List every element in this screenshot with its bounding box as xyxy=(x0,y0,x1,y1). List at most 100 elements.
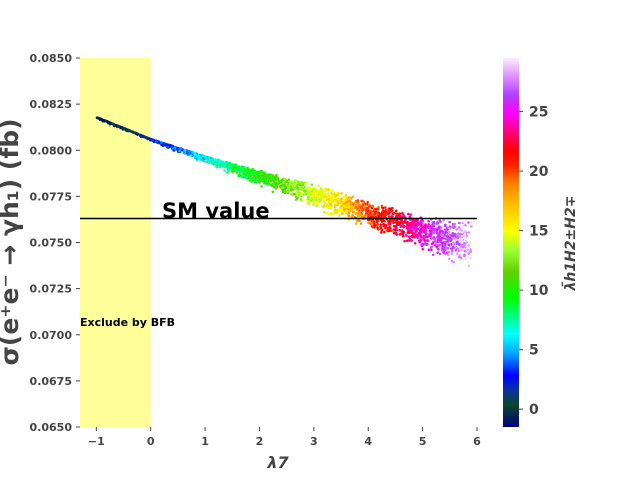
data-point xyxy=(451,249,454,252)
data-point xyxy=(388,220,392,223)
data-point xyxy=(359,222,363,225)
data-point xyxy=(380,218,383,222)
data-point xyxy=(434,240,438,244)
data-point xyxy=(351,203,355,206)
x-tick-label: 2 xyxy=(256,435,264,448)
y-tick-label: 0.0850 xyxy=(30,52,73,65)
data-point xyxy=(226,171,229,174)
colorbar-label: λ̄h1H2±H2∓ xyxy=(560,196,579,292)
data-point xyxy=(247,168,251,172)
data-point xyxy=(423,240,427,243)
data-point xyxy=(417,231,421,235)
data-point xyxy=(378,218,381,222)
data-point xyxy=(299,198,303,201)
data-point xyxy=(409,226,413,229)
data-point xyxy=(443,245,447,249)
data-point xyxy=(373,212,377,215)
data-point xyxy=(380,204,384,208)
data-point xyxy=(295,180,298,183)
data-point xyxy=(366,200,370,204)
data-point xyxy=(408,239,411,242)
data-point xyxy=(470,225,473,228)
data-point xyxy=(336,194,339,197)
data-point xyxy=(453,225,456,229)
data-point xyxy=(441,231,445,234)
data-point xyxy=(348,197,352,201)
data-point xyxy=(327,194,331,198)
data-point xyxy=(427,220,430,223)
data-point xyxy=(344,193,348,197)
data-point xyxy=(387,215,391,218)
data-point xyxy=(441,247,444,250)
data-point xyxy=(313,197,316,200)
data-point xyxy=(254,178,257,182)
data-point xyxy=(151,138,154,142)
data-point xyxy=(218,165,222,169)
data-point xyxy=(250,171,253,174)
data-point xyxy=(274,176,278,179)
data-point xyxy=(436,251,439,255)
data-point xyxy=(362,208,365,212)
colorbar xyxy=(503,58,519,427)
data-point xyxy=(337,213,341,217)
data-point xyxy=(320,191,324,195)
data-point xyxy=(440,233,443,237)
colorbar-ticks: 0 5 10 15 20 25 xyxy=(519,105,549,418)
data-point xyxy=(383,230,386,234)
data-point xyxy=(166,146,169,149)
data-point xyxy=(283,187,287,190)
data-point xyxy=(306,197,310,200)
data-point xyxy=(438,243,442,247)
data-point xyxy=(467,252,471,256)
data-point xyxy=(437,248,440,251)
data-point xyxy=(384,226,388,230)
data-point xyxy=(317,184,321,188)
data-point xyxy=(311,201,315,204)
data-point xyxy=(373,223,376,227)
data-point xyxy=(400,229,404,232)
data-point xyxy=(325,196,329,199)
data-point xyxy=(448,220,452,224)
data-point xyxy=(216,163,219,166)
data-point xyxy=(291,188,294,191)
data-point xyxy=(336,201,340,205)
data-point xyxy=(303,182,306,185)
data-point xyxy=(160,141,163,144)
data-point xyxy=(340,200,343,204)
data-point xyxy=(376,207,380,211)
data-point xyxy=(296,187,300,191)
data-point xyxy=(394,232,397,235)
data-point xyxy=(369,209,373,212)
data-point xyxy=(154,140,158,143)
data-point xyxy=(422,225,425,229)
data-point xyxy=(460,234,464,238)
data-point xyxy=(209,156,212,160)
data-point xyxy=(430,236,434,240)
data-point xyxy=(111,122,115,126)
data-point xyxy=(452,243,456,246)
data-point xyxy=(344,205,348,209)
data-point xyxy=(364,209,368,212)
data-point xyxy=(467,221,470,224)
data-point xyxy=(421,247,425,251)
data-point xyxy=(334,203,337,206)
data-point xyxy=(408,235,411,238)
y-axis: 0.0650 0.0675 0.0700 0.0725 0.0750 0.0775 0.08… xyxy=(30,52,80,434)
data-point xyxy=(265,182,269,185)
data-point xyxy=(337,199,340,203)
data-point xyxy=(263,173,267,177)
data-point xyxy=(464,257,468,261)
data-point xyxy=(396,223,400,226)
y-tick-label: 0.0675 xyxy=(30,375,72,388)
data-point xyxy=(416,221,420,224)
data-point xyxy=(427,248,431,251)
data-point xyxy=(436,240,440,244)
data-point xyxy=(435,222,439,226)
data-point xyxy=(253,181,257,184)
data-point xyxy=(359,206,363,209)
x-tick-label: 4 xyxy=(364,435,372,448)
data-point xyxy=(424,227,427,231)
data-point xyxy=(431,253,435,257)
data-point xyxy=(347,214,351,218)
